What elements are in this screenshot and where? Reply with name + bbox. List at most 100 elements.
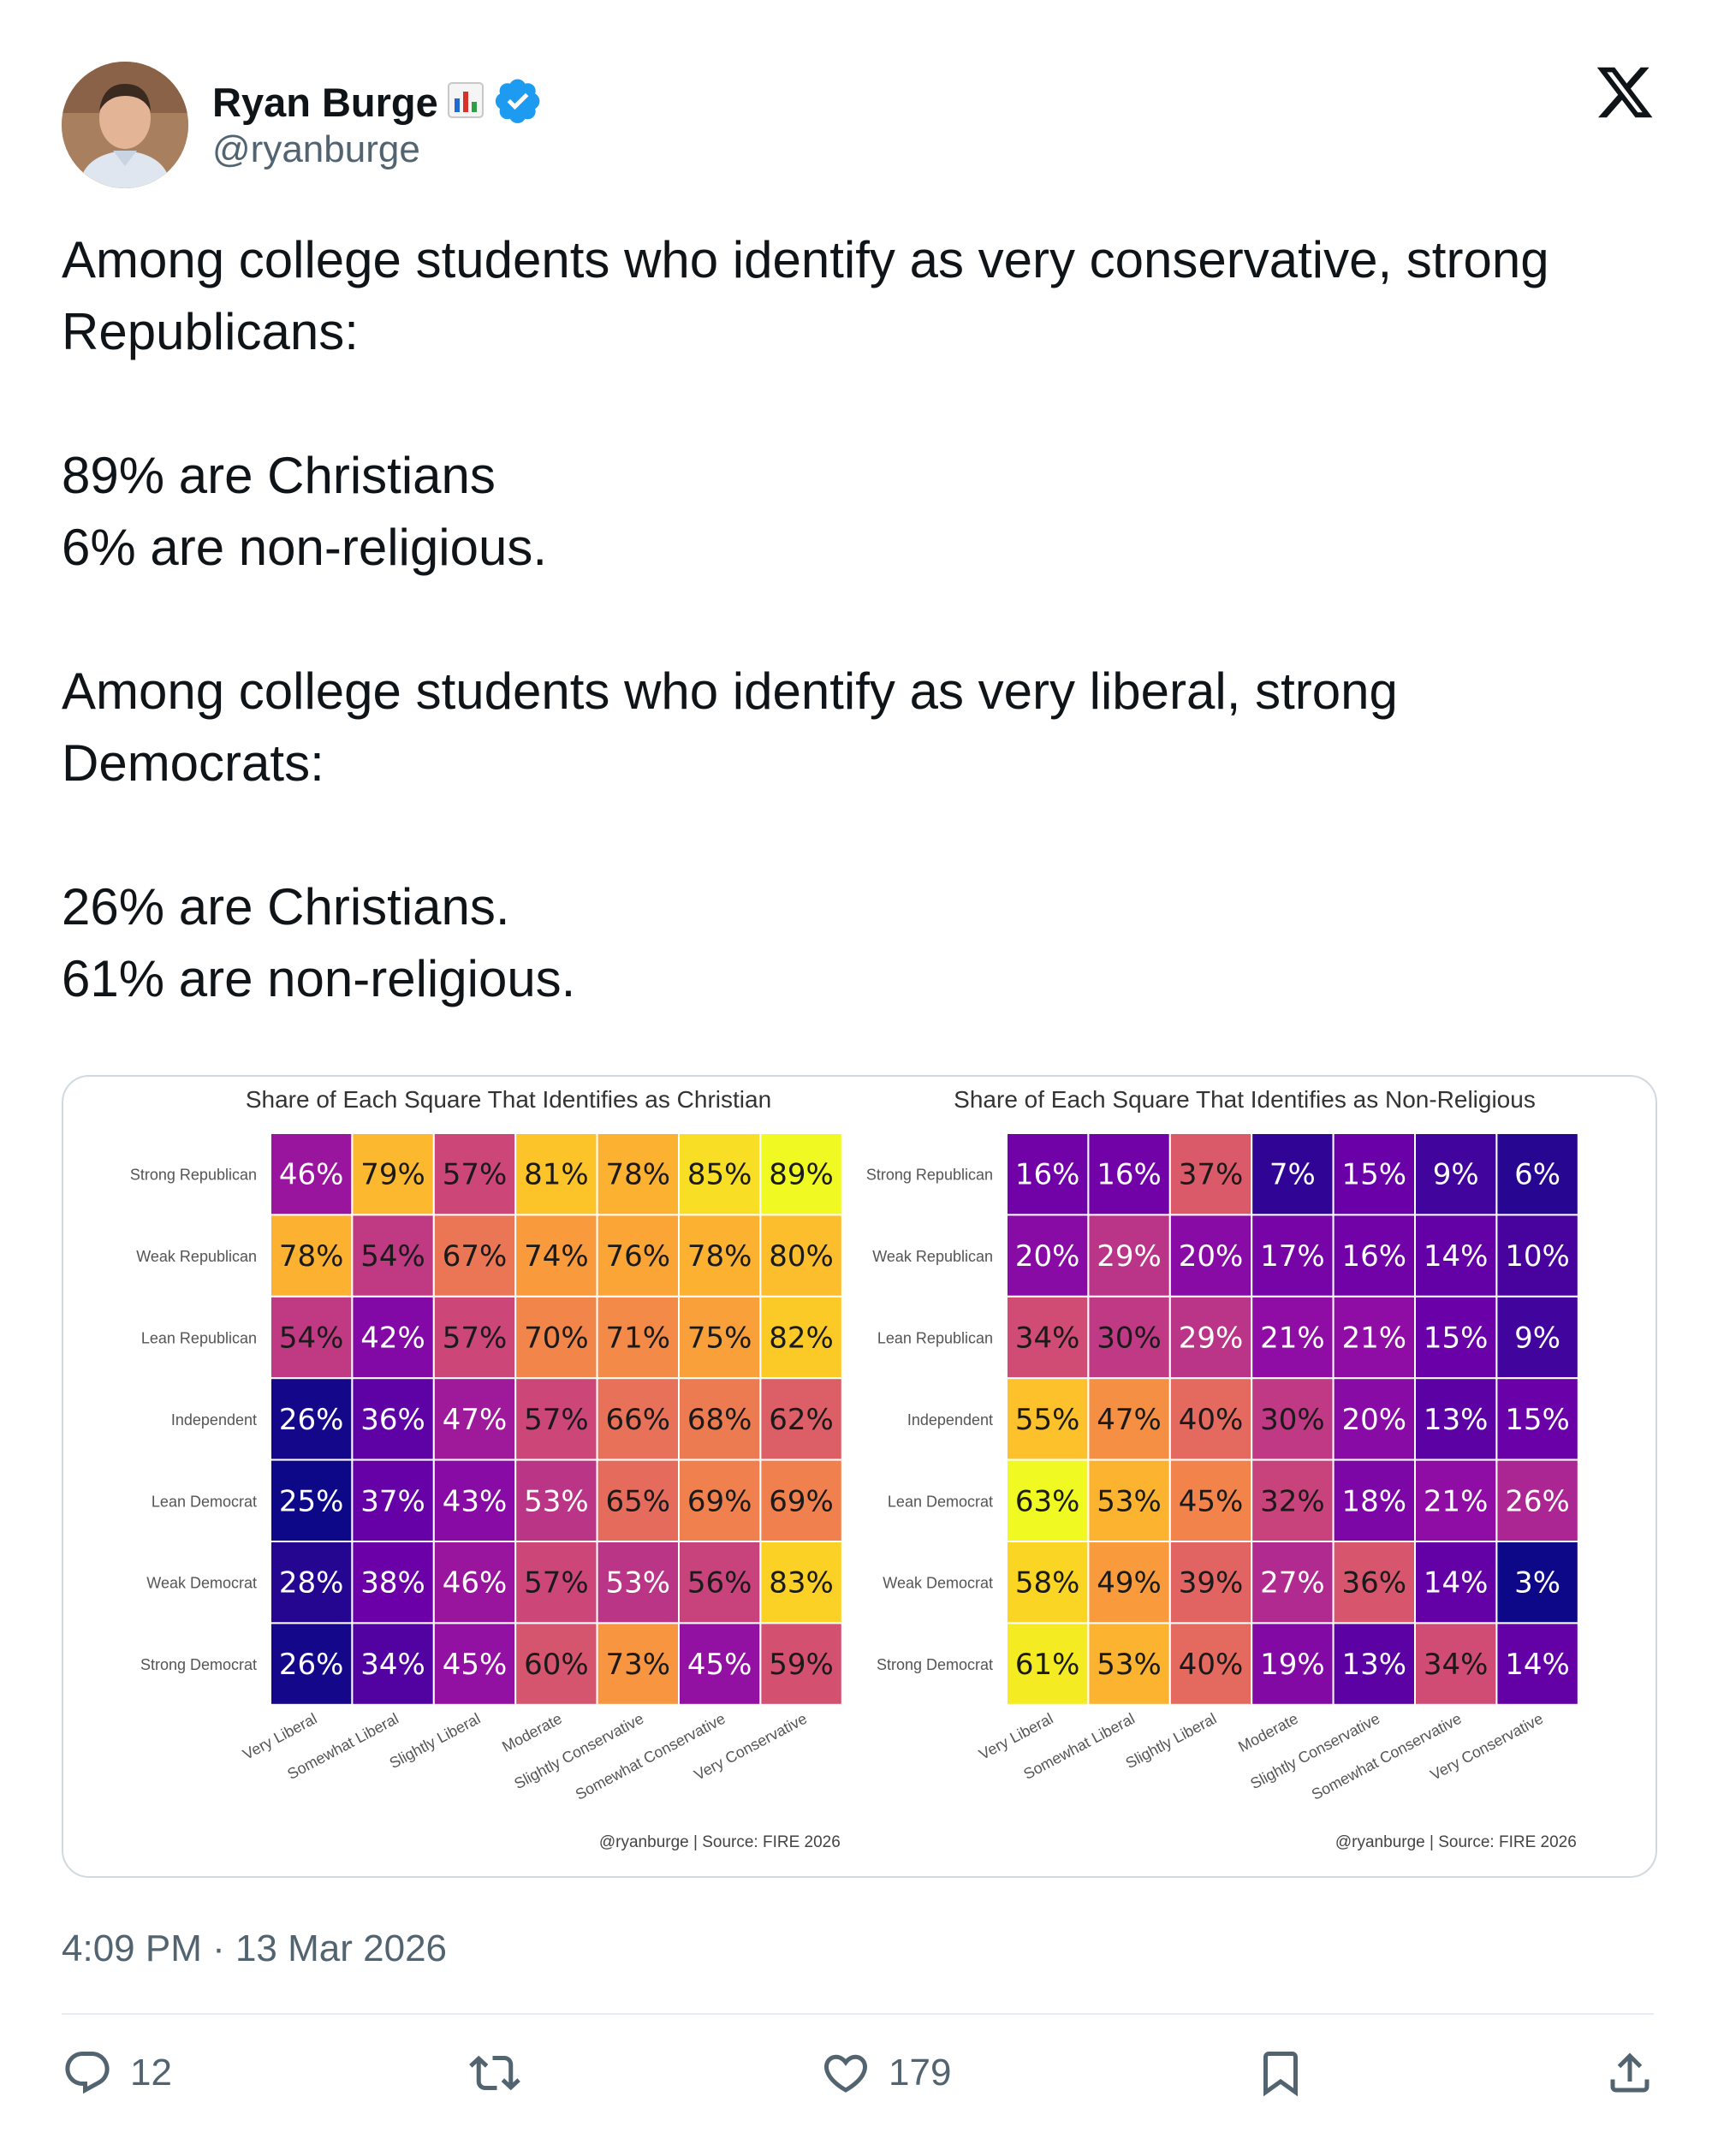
heatmap-cell-label: 17%: [1260, 1239, 1325, 1274]
heatmap-cell: [432, 1377, 517, 1461]
heatmap-cell: [1251, 1622, 1335, 1706]
heatmap-cell: [1087, 1132, 1171, 1216]
heatmap-cell-label: 57%: [524, 1403, 589, 1437]
tweet-timestamp[interactable]: 4:09 PM · 13 Mar 2026: [62, 1927, 448, 1969]
heatmap-cell-label: 73%: [606, 1648, 671, 1682]
heatmap-cell-label: 6%: [1514, 1158, 1560, 1192]
heatmap-cell-label: 26%: [279, 1648, 344, 1682]
heatmap-source: @ryanburge | Source: FIRE 2026: [599, 1833, 841, 1851]
heatmap-cell: [351, 1622, 435, 1706]
heatmap-cell-label: 76%: [606, 1239, 671, 1274]
heatmap-row-label: Strong Republican: [130, 1167, 257, 1184]
heatmap-cell-label: 63%: [1015, 1484, 1080, 1518]
heatmap-cell: [1495, 1622, 1579, 1706]
heatmap-cell: [759, 1377, 843, 1461]
share-button[interactable]: [1604, 2042, 1656, 2104]
author-name[interactable]: Ryan Burge: [212, 80, 438, 125]
heatmap-cell: [1006, 1458, 1090, 1543]
heatmap-cell-label: 13%: [1342, 1648, 1407, 1682]
reply-count: 12: [130, 2052, 172, 2094]
heatmap-cell: [759, 1458, 843, 1543]
heatmap-cell: [1332, 1622, 1416, 1706]
heatmap-row-label: Lean Republican: [141, 1330, 257, 1347]
heatmap-cell-label: 54%: [360, 1239, 425, 1274]
reply-button[interactable]: 12: [62, 2042, 172, 2104]
heatmap-cell-label: 49%: [1097, 1566, 1162, 1601]
author-avatar[interactable]: [62, 62, 188, 188]
heatmap-cell: [596, 1458, 680, 1543]
heatmap-cell-label: 45%: [1179, 1484, 1244, 1518]
x-logo-icon[interactable]: [1594, 62, 1656, 123]
heatmap-cell-label: 30%: [1260, 1403, 1325, 1437]
heatmap-column-label: Somewhat Conservative: [1309, 1710, 1465, 1803]
heatmap-cell: [678, 1295, 762, 1380]
heatmap-cell-label: 69%: [687, 1484, 752, 1518]
heatmap-cell: [1414, 1295, 1498, 1380]
heatmap-cell: [1251, 1214, 1335, 1298]
heatmap-cell: [596, 1132, 680, 1216]
heatmap-cell: [1414, 1541, 1498, 1624]
tweet-line: 6% are non-religious.: [62, 519, 547, 576]
heatmap-cell-label: 78%: [606, 1158, 671, 1192]
heatmap-cell-label: 81%: [524, 1158, 589, 1192]
tweet-media-image[interactable]: Share of Each Square That Identifies as …: [62, 1075, 1657, 1878]
heatmap-cell: [270, 1541, 354, 1624]
heatmap-cell-label: 57%: [524, 1566, 589, 1601]
heatmap-cell-label: 67%: [443, 1239, 508, 1274]
tweet-line: Among college students who identify as v…: [62, 662, 1398, 792]
heatmap-cell-label: 9%: [1514, 1322, 1560, 1356]
heatmap-cell: [759, 1541, 843, 1624]
heatmap-cell: [1251, 1541, 1335, 1624]
heatmap-cell-label: 7%: [1269, 1158, 1316, 1192]
repost-icon: [469, 2055, 520, 2091]
heatmap-cell-label: 20%: [1342, 1403, 1407, 1437]
heatmap-column-label: Somewhat Conservative: [573, 1710, 728, 1803]
bar-chart-emoji-icon: [447, 81, 484, 123]
heatmap-column-label: Slightly Liberal: [1123, 1710, 1220, 1773]
tweet-line: 26% are Christians.: [62, 878, 510, 935]
heatmap-cell-label: 45%: [687, 1648, 752, 1682]
heatmap-cell: [1332, 1132, 1416, 1216]
author-handle[interactable]: @ryanburge: [212, 128, 420, 170]
heatmap-cell: [759, 1622, 843, 1706]
heatmap-cell-label: 27%: [1260, 1566, 1325, 1601]
like-button[interactable]: 179: [820, 2042, 951, 2104]
verified-badge-icon[interactable]: [493, 75, 543, 129]
heatmap-cell-label: 78%: [279, 1239, 344, 1274]
heatmap-cell-label: 45%: [443, 1648, 508, 1682]
heatmap-cell: [1168, 1458, 1253, 1543]
heatmap-cell-label: 42%: [360, 1322, 425, 1356]
heatmap-cell: [270, 1132, 354, 1216]
heatmap-cell: [596, 1295, 680, 1380]
heatmap-column-label: Moderate: [1235, 1710, 1301, 1755]
heatmap-cell: [759, 1295, 843, 1380]
heatmap-cell-label: 71%: [606, 1322, 671, 1356]
heatmap-cell: [514, 1377, 598, 1461]
heatmap-cell-label: 82%: [769, 1322, 834, 1356]
repost-button[interactable]: [469, 2042, 538, 2104]
heatmap-cell-label: 75%: [687, 1322, 752, 1356]
heatmap-cell-label: 40%: [1179, 1648, 1244, 1682]
heatmap-cell-label: 80%: [769, 1239, 834, 1274]
heatmap-cell-label: 10%: [1505, 1239, 1570, 1274]
heatmap-cell: [1087, 1214, 1171, 1298]
heatmap-cell-label: 78%: [687, 1239, 752, 1274]
heatmap-cell: [351, 1214, 435, 1298]
heatmap-cell: [1087, 1622, 1171, 1706]
heatmap-cell: [270, 1377, 354, 1461]
heatmap-cell: [432, 1214, 517, 1298]
heatmap-cell-label: 43%: [443, 1484, 508, 1518]
heatmap-cell: [351, 1132, 435, 1216]
heatmap-cell: [1332, 1541, 1416, 1624]
heatmap-cell: [1168, 1622, 1253, 1706]
author-name-row: Ryan Burge: [212, 75, 543, 129]
reply-icon: [65, 2052, 110, 2094]
heatmap-cell-label: 19%: [1260, 1648, 1325, 1682]
heatmap-cell-label: 46%: [443, 1566, 508, 1601]
heatmap-cell-label: 55%: [1015, 1403, 1080, 1437]
heatmap-cell-label: 69%: [769, 1484, 834, 1518]
bookmark-button[interactable]: [1255, 2042, 1306, 2104]
heatmap-cell: [514, 1295, 598, 1380]
heatmap-cell: [678, 1458, 762, 1543]
heatmap-cell-label: 56%: [687, 1566, 752, 1601]
